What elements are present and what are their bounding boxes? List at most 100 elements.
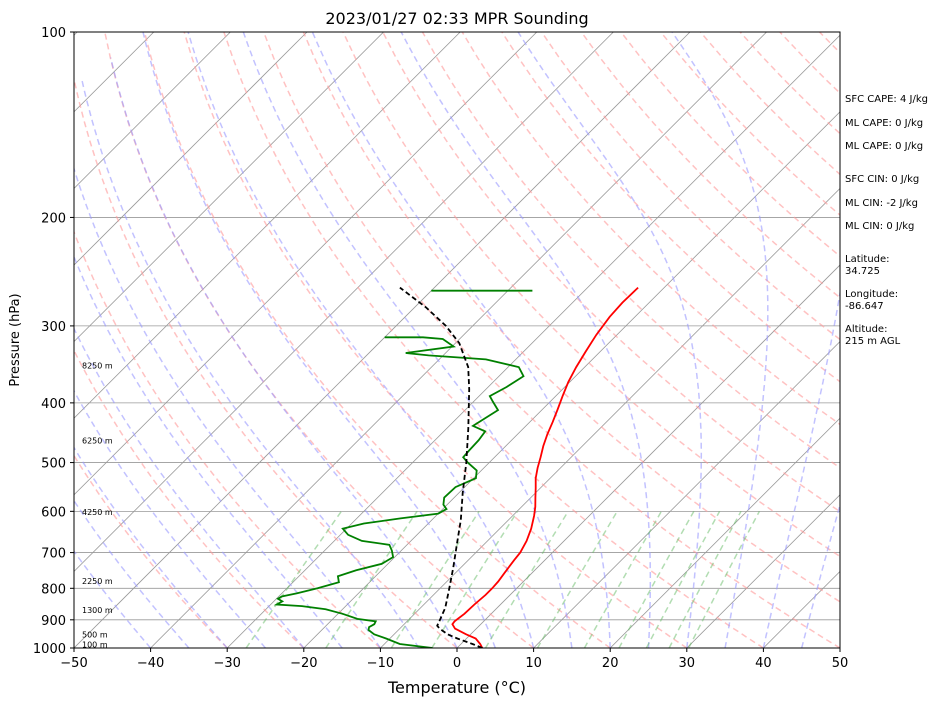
y-tick-label: 100: [41, 26, 66, 41]
isotherm-line: [74, 32, 155, 113]
moist-adiabat-line: [74, 166, 382, 648]
mixing-ratio-line: [668, 510, 742, 648]
moist-adiabat-line: [311, 32, 611, 648]
x-tick-label: 10: [525, 656, 542, 671]
x-tick-label: 40: [755, 656, 772, 671]
sounding-stats-panel: SFC CAPE: 4 J/kg ML CAPE: 0 J/kg ML CAPE…: [845, 0, 946, 705]
moist-adiabat-line: [242, 32, 573, 648]
y-tick-label: 400: [41, 397, 66, 412]
isotherm-line: [0, 32, 1, 648]
y-axis-label: Pressure (hPa): [8, 293, 23, 386]
mixing-ratio-line: [390, 510, 480, 648]
isotherm-line: [456, 264, 840, 648]
dry-adiabat-line: [183, 32, 688, 648]
mixing-ratio-line: [484, 510, 569, 648]
isotherm-line: [74, 32, 308, 266]
mixing-ratio-line: [431, 510, 519, 648]
height-label: 500 m: [82, 630, 108, 639]
isotherm-line: [74, 32, 691, 648]
temperature-profile: [451, 286, 639, 648]
dry-adiabat-line: [580, 32, 840, 299]
moist-adiabat-line: [74, 389, 267, 648]
moist-adiabat-line: [187, 32, 535, 648]
isotherm-line: [74, 32, 538, 496]
height-label: 6250 m: [82, 436, 113, 445]
y-tick-label: 200: [41, 211, 66, 226]
y-tick-label: 800: [41, 582, 66, 597]
isotherm-line: [74, 32, 461, 419]
mixing-ratio-line: [325, 510, 418, 648]
dry-adiabat-line: [223, 32, 764, 648]
moist-adiabat-line: [517, 32, 703, 648]
sounding-profiles: [273, 286, 639, 648]
moist-adiabat-line: [74, 326, 305, 648]
dry-adiabat-line: [74, 348, 305, 648]
chart-title: 2023/01/27 02:33 MPR Sounding: [325, 9, 588, 28]
isotherm-line: [150, 32, 767, 648]
isotherm-line: [74, 32, 384, 343]
y-tick-label: 1000: [33, 642, 66, 657]
stat-latitude: Latitude: 34.725: [845, 254, 890, 277]
height-label: 1300 m: [82, 606, 113, 615]
y-tick-label: 300: [41, 320, 66, 335]
stat-ml-cin-1: ML CIN: -2 J/kg: [845, 198, 918, 209]
moist-adiabat-line: [109, 57, 458, 648]
moist-adiabat-line: [400, 32, 652, 648]
isotherm-line: [303, 111, 840, 648]
moist-adiabat-line: [800, 502, 840, 648]
y-tick-label: 700: [41, 547, 66, 562]
isotherm-line: [380, 187, 840, 648]
x-axis-label: Temperature (°C): [387, 678, 526, 697]
dry-adiabat-line: [262, 32, 840, 648]
background-lines: [0, 32, 840, 648]
dewpoint-profile: [273, 336, 525, 648]
mixing-ratio-line: [583, 510, 663, 648]
x-tick-label: 50: [832, 656, 849, 671]
stat-longitude: Longitude: -86.647: [845, 289, 899, 312]
dry-adiabat-line: [74, 75, 458, 648]
x-tick-label: −10: [367, 656, 394, 671]
isotherm-line: [74, 32, 614, 572]
moist-adiabat-line: [81, 80, 420, 648]
dry-adiabat-line: [342, 32, 840, 558]
isotherm-line: [226, 34, 840, 648]
stat-sfc-cin: SFC CIN: 0 J/kg: [845, 174, 920, 185]
x-tick-label: 20: [602, 656, 619, 671]
y-tick-label: 900: [41, 614, 66, 629]
moist-adiabat-line: [74, 499, 190, 648]
stat-altitude: Altitude: 215 m AGL: [845, 324, 901, 347]
dry-adiabat-line: [382, 32, 840, 513]
x-tick-label: −30: [213, 656, 240, 671]
x-tick-label: −40: [137, 656, 164, 671]
parcel-profile: [399, 286, 483, 648]
mixing-ratio-line: [618, 510, 695, 648]
x-tick-label: 0: [453, 656, 461, 671]
isotherm-line: [74, 32, 231, 189]
moist-adiabat-line: [74, 255, 343, 648]
stat-ml-cin-2: ML CIN: 0 J/kg: [845, 221, 915, 232]
axes: −50 −40 −30 −20 −10 0 10 20 30 40 50 100 200 300 400 50…: [33, 26, 848, 671]
stat-ml-cape-2: ML CAPE: 0 J/kg: [845, 141, 924, 152]
stat-sfc-cape: SFC CAPE: 4 J/kg: [845, 94, 928, 105]
height-label: 4250 m: [82, 508, 113, 517]
moist-adiabat-line: [762, 288, 840, 648]
dry-adiabat-line: [74, 229, 381, 648]
stat-ml-cape-1: ML CAPE: 0 J/kg: [845, 118, 924, 129]
mixing-ratio-line: [536, 510, 618, 648]
x-tick-label: −50: [60, 656, 87, 671]
moist-adiabat-line: [671, 32, 769, 648]
height-label: 8250 m: [82, 362, 113, 371]
height-label: 100 m: [82, 640, 108, 649]
isotherm-line: [533, 341, 840, 648]
mixing-ratio-line: [645, 510, 721, 648]
dry-adiabat-line: [143, 32, 611, 648]
mixing-ratio-line: [245, 510, 343, 648]
x-tick-label: −20: [290, 656, 317, 671]
height-label: 2250 m: [82, 577, 113, 586]
mixing-ratio-line: [688, 510, 761, 648]
isotherm-line: [686, 494, 840, 648]
y-tick-label: 600: [41, 505, 66, 520]
isotherm-line: [609, 417, 840, 648]
